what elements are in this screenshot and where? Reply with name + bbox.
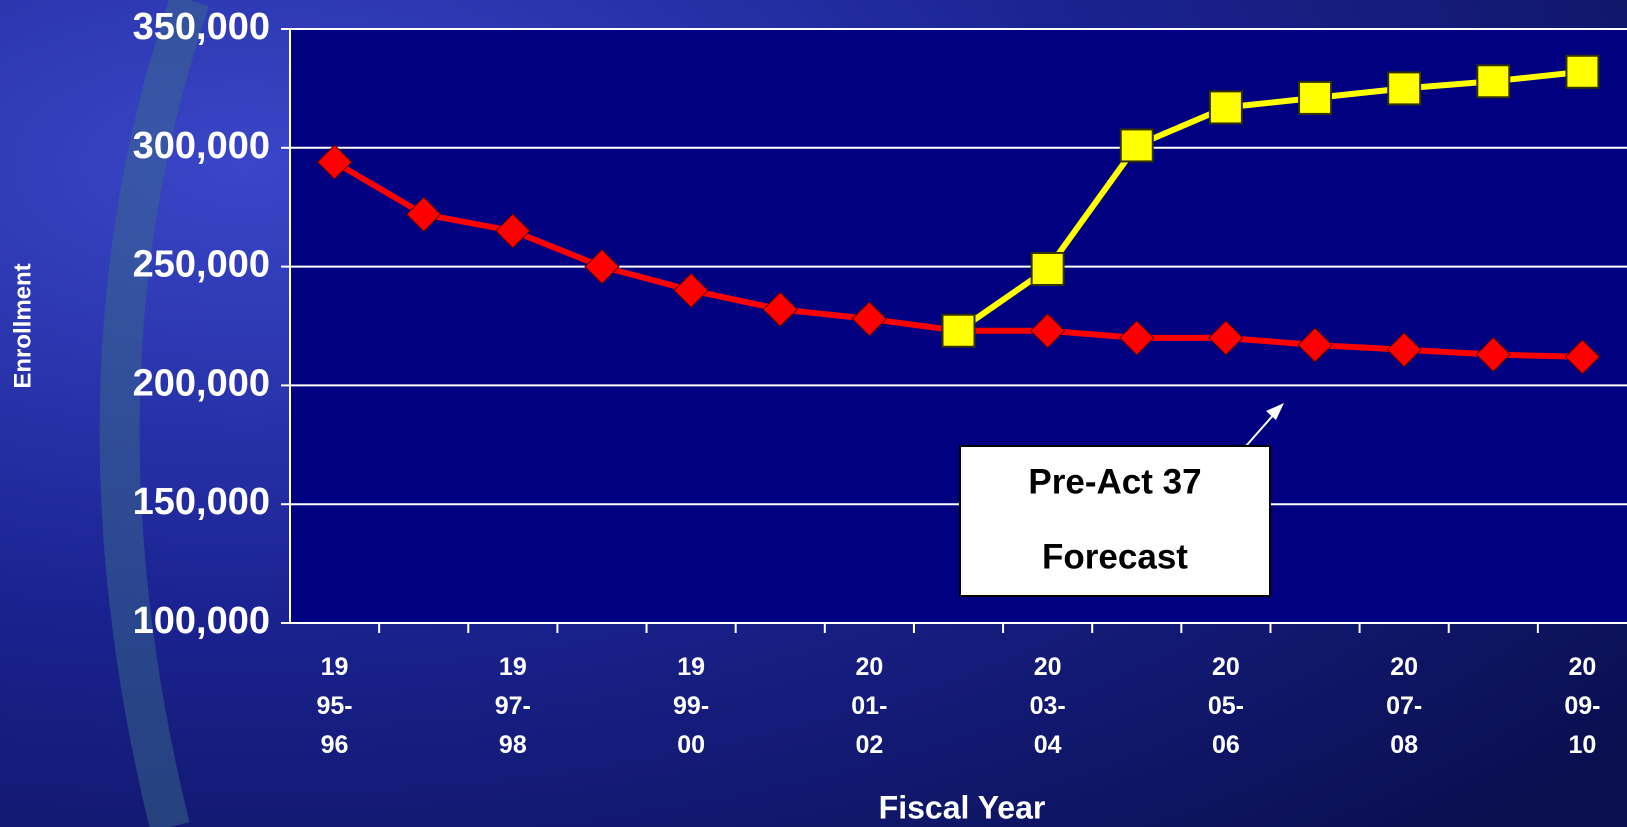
marker — [1565, 54, 1600, 89]
y-tick-label: 100,000 — [133, 600, 270, 642]
marker — [1030, 251, 1065, 286]
marker — [584, 248, 620, 285]
y-tick-label: 150,000 — [133, 481, 270, 523]
marker — [1386, 332, 1422, 368]
x-tick-label: 19 97-98 — [495, 653, 531, 759]
annotation-box — [959, 445, 1271, 597]
marker — [1476, 64, 1511, 99]
marker — [405, 196, 442, 233]
marker — [1298, 80, 1333, 115]
marker — [1208, 90, 1243, 125]
x-tick-label: 19 99-00 — [673, 653, 709, 759]
marker — [941, 313, 976, 348]
y-tick-label: 200,000 — [133, 362, 270, 404]
marker — [316, 144, 353, 180]
x-tick-label: 20 03-04 — [1030, 653, 1066, 759]
marker — [1119, 320, 1155, 356]
x-tick-label: 19 95-96 — [316, 653, 352, 759]
marker — [851, 301, 888, 337]
decoration — [99, 0, 209, 827]
annotation-arrow — [1245, 411, 1277, 447]
marker — [1297, 327, 1333, 363]
y-tick-label: 350,000 — [133, 6, 270, 48]
marker — [1387, 71, 1422, 106]
x-tick-label: 20 01-02 — [851, 653, 887, 759]
marker — [1119, 128, 1154, 163]
marker — [495, 213, 531, 249]
marker — [1208, 320, 1244, 356]
y-axis-label: Enrollment — [9, 263, 36, 388]
x-axis-label: Fiscal Year — [879, 789, 1046, 825]
marker — [762, 291, 798, 328]
y-tick-label: 300,000 — [133, 125, 270, 167]
annotation-arrowhead — [1266, 403, 1284, 420]
marker — [1564, 339, 1601, 375]
marker — [1029, 313, 1066, 349]
marker — [1475, 336, 1512, 373]
annotation-text: Pre-Act 37 — [1028, 462, 1201, 501]
y-tick-label: 250,000 — [133, 244, 270, 286]
x-tick-label: 20 05-06 — [1208, 653, 1244, 759]
marker — [673, 272, 709, 309]
annotation-text: Forecast — [1042, 537, 1188, 576]
x-tick-label: 20 09-10 — [1564, 653, 1600, 759]
x-tick-label: 20 07-08 — [1386, 653, 1422, 759]
